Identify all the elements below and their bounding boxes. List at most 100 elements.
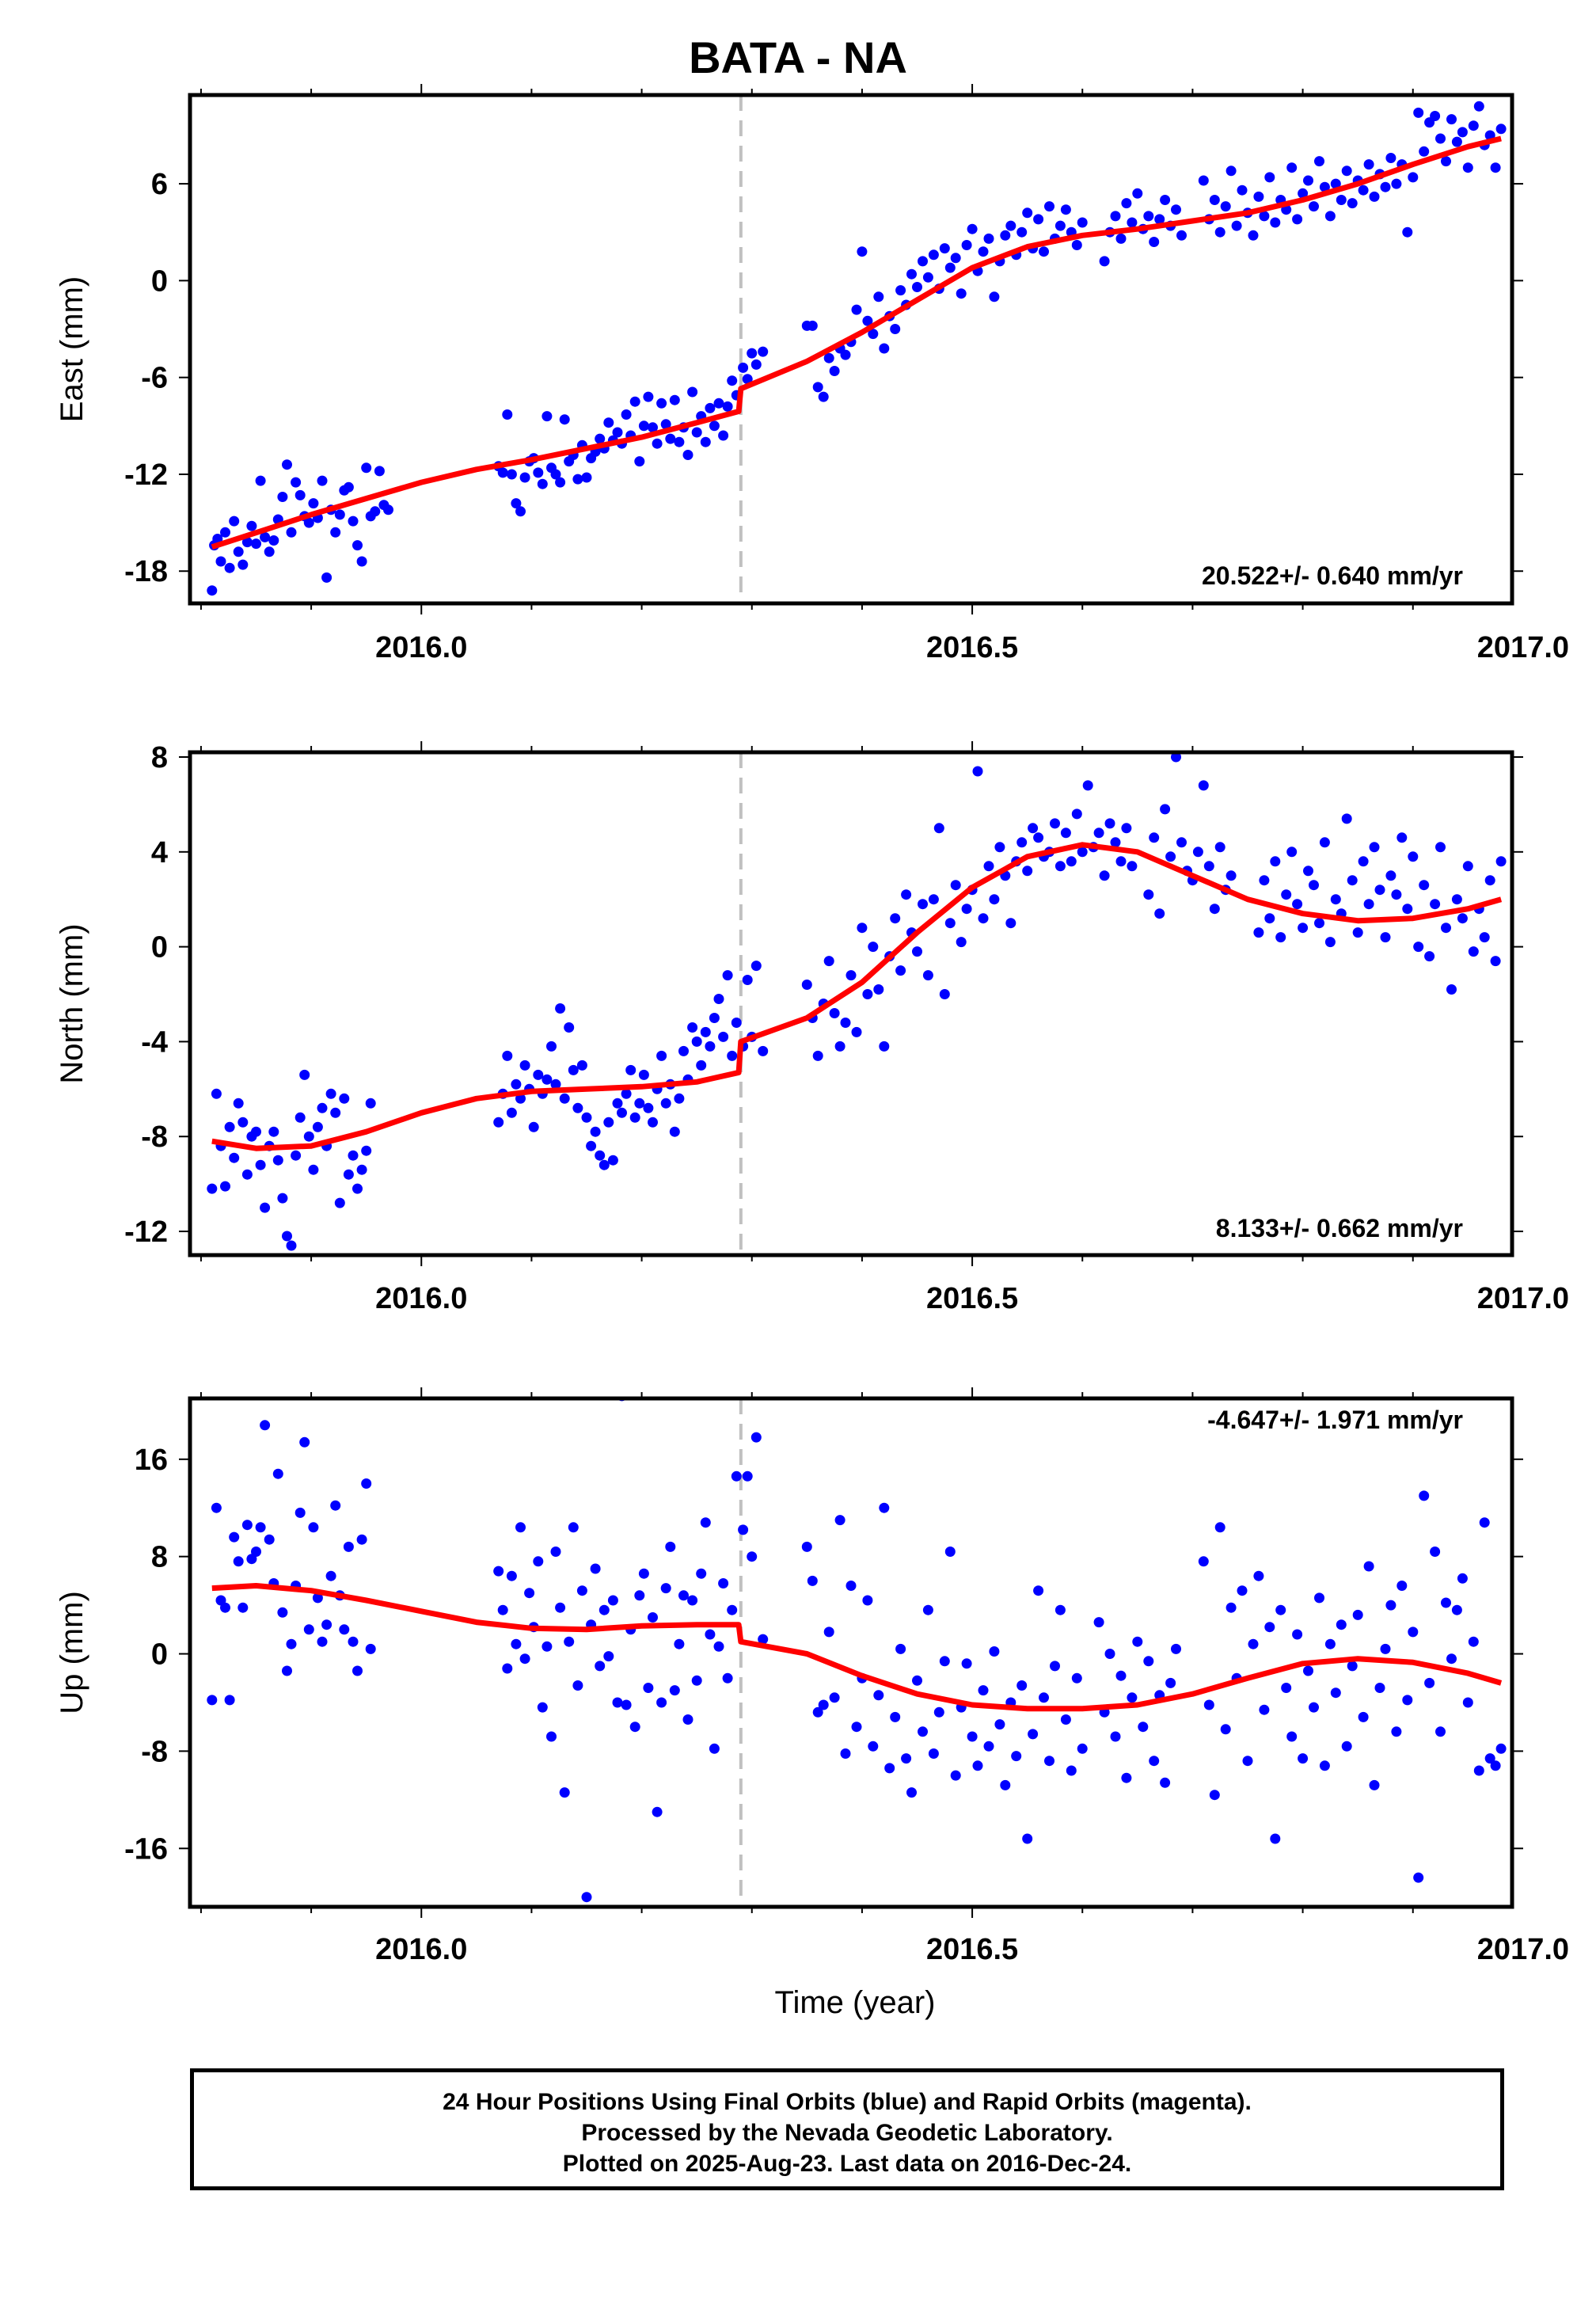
up-data-point [1060, 1714, 1071, 1725]
north-data-point [317, 1102, 328, 1113]
up-data-point [1479, 1517, 1490, 1528]
up-data-point [1253, 1570, 1264, 1581]
north-data-point [1050, 818, 1060, 829]
north-data-point [1022, 866, 1033, 877]
north-data-point [1176, 837, 1187, 848]
east-data-point [1160, 195, 1171, 205]
north-data-point [348, 1150, 359, 1161]
up-panel: 2016.0 2016.5 2017.0 -16 -8 0 8 16 Up (mm) -4.647… [55, 1387, 1569, 1966]
north-x-tick-label: 2016.5 [926, 1282, 1018, 1315]
east-data-point [1209, 195, 1220, 205]
east-data-point [352, 540, 363, 551]
up-data-point [294, 1507, 306, 1518]
east-data-point [747, 348, 758, 359]
north-data-point [1330, 894, 1341, 905]
north-data-point [1347, 875, 1358, 886]
up-data-point [1016, 1680, 1028, 1691]
up-data-point [299, 1436, 310, 1448]
up-data-point [1298, 1753, 1309, 1764]
north-data-point [1292, 899, 1303, 910]
east-data-point [1248, 230, 1259, 241]
north-y-axis-label: North (mm) [55, 923, 89, 1083]
north-data-point [1099, 870, 1110, 881]
north-data-point [312, 1121, 323, 1132]
north-data-point [1054, 861, 1066, 872]
up-data-point [224, 1695, 235, 1706]
north-data-point [918, 899, 928, 910]
north-data-point [669, 1126, 680, 1137]
north-data-point [1253, 927, 1264, 938]
east-data-point [1154, 214, 1165, 225]
east-data-point [967, 223, 978, 234]
up-data-point [282, 1665, 292, 1676]
north-data-point [559, 1093, 570, 1104]
east-data-point [229, 516, 240, 527]
up-data-point [1165, 1677, 1176, 1688]
east-data-point [1363, 159, 1374, 170]
east-data-point [383, 504, 393, 516]
up-data-point [524, 1588, 535, 1599]
north-data-point [691, 1036, 702, 1047]
up-data-point [1132, 1636, 1143, 1647]
up-data-point [272, 1468, 283, 1479]
up-data-point [1054, 1604, 1066, 1615]
up-data-point [922, 1604, 933, 1615]
up-data-point [555, 1602, 566, 1613]
east-data-point [851, 304, 862, 315]
up-data-point [1143, 1656, 1154, 1667]
up-data [207, 1398, 1507, 1903]
up-data-point [989, 1646, 1000, 1657]
north-data-point [727, 1050, 738, 1061]
east-data-point [1419, 146, 1430, 157]
up-data-point [603, 1651, 614, 1662]
north-data-point [343, 1169, 354, 1180]
east-data-point [983, 233, 994, 244]
up-data-point [1374, 1683, 1385, 1693]
up-x-tick-label: 2016.5 [926, 1933, 1018, 1966]
east-data-point [1016, 226, 1028, 238]
east-data-point [722, 401, 733, 412]
up-data-point [321, 1619, 332, 1630]
north-data-point [857, 923, 868, 934]
up-data-point [1309, 1702, 1319, 1713]
up-data-point [519, 1653, 530, 1665]
east-data [207, 101, 1507, 596]
up-data-point [834, 1515, 846, 1526]
up-data-point [890, 1711, 901, 1722]
north-data-point [1358, 856, 1369, 867]
up-data-point [229, 1531, 240, 1543]
north-data-point [656, 1050, 667, 1061]
up-data-point [823, 1626, 834, 1638]
up-data-point [1198, 1556, 1209, 1567]
east-data-point [961, 240, 972, 250]
east-y-tick-label: 0 [151, 264, 168, 298]
up-data-point [1050, 1661, 1060, 1672]
east-y-tick-label: -12 [124, 458, 168, 492]
north-data-point [576, 1060, 587, 1071]
up-data-point [1408, 1626, 1419, 1638]
up-data-point [691, 1675, 702, 1686]
up-data-point [722, 1672, 733, 1684]
north-data-point [648, 1117, 658, 1128]
up-data-point [1127, 1692, 1138, 1703]
east-data-point [648, 422, 658, 433]
up-data-point [365, 1643, 376, 1654]
up-data-point [1352, 1609, 1363, 1620]
up-data-point [607, 1595, 618, 1606]
north-data [207, 752, 1507, 1251]
up-data-point [1314, 1592, 1324, 1604]
north-data-point [705, 1041, 716, 1052]
up-data-point [1451, 1604, 1462, 1615]
up-data-point [868, 1741, 879, 1752]
north-data-point [1060, 828, 1071, 839]
east-data-point [581, 472, 592, 483]
up-data-point [356, 1534, 367, 1545]
east-data-point [1077, 217, 1088, 228]
east-data-point [612, 427, 623, 438]
up-data-point [665, 1541, 676, 1552]
east-data-point [511, 498, 522, 509]
north-data-point [1341, 813, 1352, 824]
up-data-point [1495, 1743, 1507, 1754]
north-data-point [1324, 937, 1336, 948]
north-data-point [750, 961, 762, 972]
